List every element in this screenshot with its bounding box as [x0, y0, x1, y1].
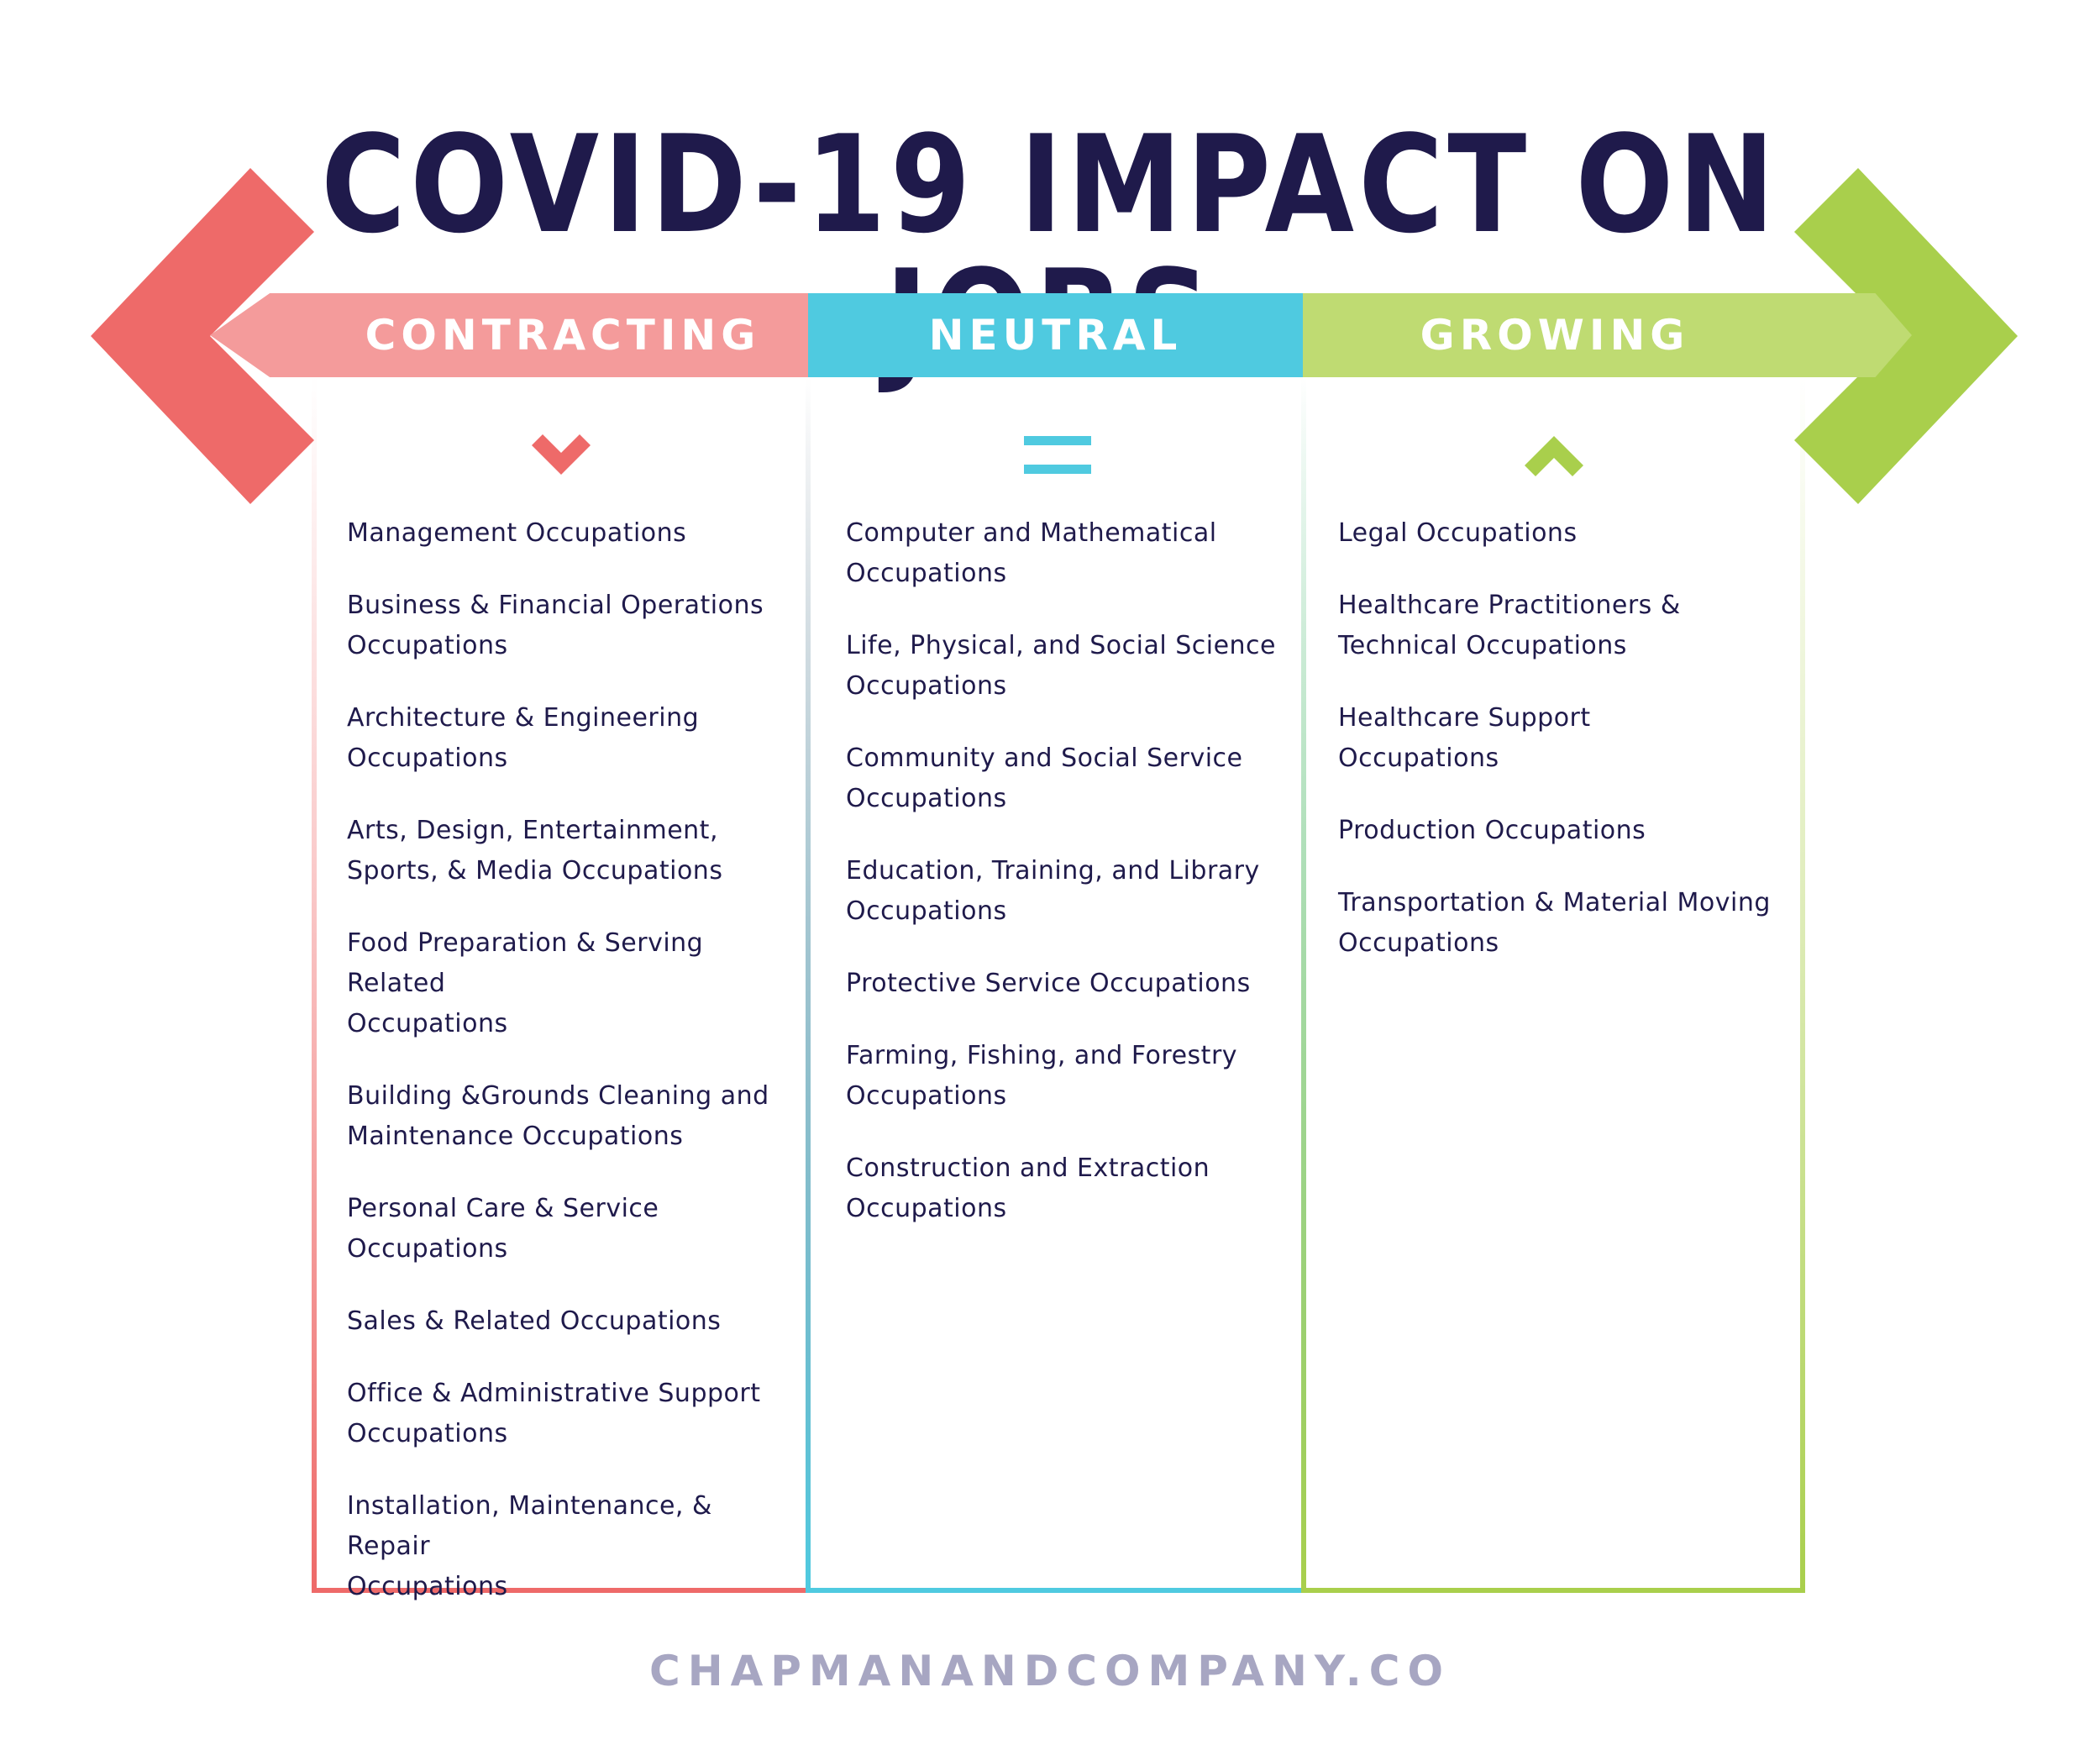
- chevron-down-icon: [532, 434, 591, 475]
- list-item: Healthcare Support Occupations: [1338, 703, 1591, 773]
- neutral-band: [808, 293, 1303, 377]
- list-item: Protective Service Occupations: [846, 969, 1251, 998]
- list-item: Installation, Maintenance, & Repair Occu…: [347, 1491, 712, 1601]
- list-item: Construction and Extraction Occupations: [846, 1154, 1210, 1223]
- list-item: Community and Social Service Occupations: [846, 744, 1243, 813]
- list-item: Life, Physical, and Social Science Occup…: [846, 631, 1276, 701]
- equals-icon: [1024, 436, 1091, 474]
- list-item: Building &Grounds Cleaning and Maintenan…: [347, 1081, 769, 1151]
- list-item: Office & Administrative Support Occupati…: [347, 1379, 761, 1448]
- footer-url: CHAPMANANDCOMPANY.CO: [649, 1647, 1451, 1695]
- contracting-band: [210, 293, 808, 377]
- list-item: Legal Occupations: [1338, 518, 1578, 548]
- chevron-up-icon: [1525, 436, 1583, 476]
- left-arrow-icon: [91, 168, 314, 504]
- growing-band: [1303, 293, 1912, 377]
- list-item: Education, Training, and Library Occupat…: [846, 856, 1260, 926]
- contracting-list: Management Occupations Business & Financ…: [347, 513, 801, 1639]
- growing-heading: GROWING: [1420, 311, 1690, 360]
- list-item: Farming, Fishing, and Forestry Occupatio…: [846, 1041, 1238, 1111]
- list-item: Architecture & Engineering Occupations: [347, 703, 700, 773]
- list-item: Healthcare Practitioners & Technical Occ…: [1338, 591, 1681, 660]
- neutral-heading: NEUTRAL: [928, 311, 1183, 360]
- list-item: Transportation & Material Moving Occupat…: [1338, 888, 1771, 958]
- list-item: Sales & Related Occupations: [347, 1306, 722, 1336]
- list-item: Arts, Design, Entertainment, Sports, & M…: [347, 816, 723, 886]
- neutral-list: Computer and Mathematical Occupations Li…: [846, 513, 1299, 1261]
- contracting-heading: CONTRACTING: [365, 311, 761, 360]
- growing-list: Legal Occupations Healthcare Practitione…: [1338, 513, 1792, 996]
- list-item: Food Preparation & Serving Related Occup…: [347, 928, 704, 1038]
- list-item: Business & Financial Operations Occupati…: [347, 591, 764, 660]
- list-item: Management Occupations: [347, 518, 687, 548]
- growing-column: [1301, 377, 1805, 1593]
- list-item: Personal Care & Service Occupations: [347, 1194, 659, 1264]
- neutral-column: [806, 377, 1306, 1593]
- list-item: Production Occupations: [1338, 816, 1646, 845]
- list-item: Computer and Mathematical Occupations: [846, 518, 1217, 588]
